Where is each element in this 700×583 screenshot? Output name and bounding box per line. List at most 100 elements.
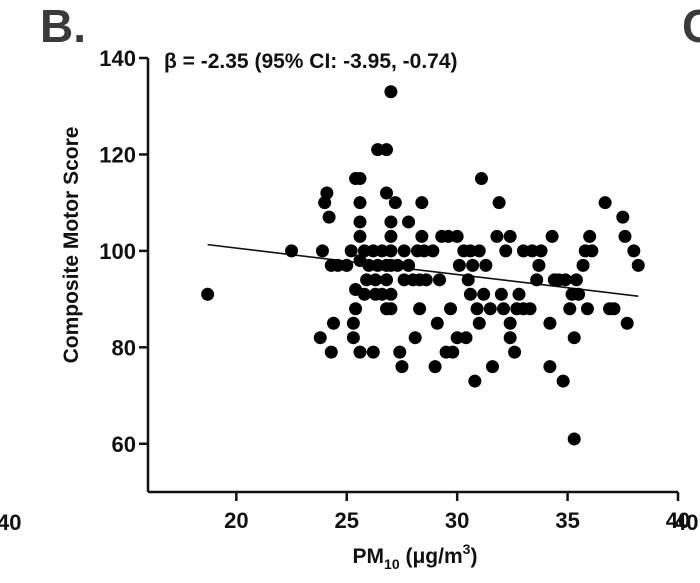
data-point [503, 316, 517, 330]
data-point [313, 331, 327, 345]
data-point [470, 302, 484, 316]
y-tick-label: 60 [112, 432, 136, 457]
data-point [508, 345, 522, 359]
y-tick-label: 80 [112, 335, 136, 360]
data-point [620, 316, 634, 330]
data-point [494, 287, 508, 301]
y-tick-label: 140 [99, 46, 136, 71]
data-point [344, 244, 358, 258]
x-tick-label: 20 [224, 508, 248, 533]
data-point [580, 302, 594, 316]
data-point [397, 244, 411, 258]
data-point [201, 287, 215, 301]
x-axis-title-close: ) [470, 545, 477, 568]
data-point [393, 345, 407, 359]
data-point [627, 244, 641, 258]
data-point [428, 360, 442, 374]
data-point [512, 287, 526, 301]
data-point [483, 302, 497, 316]
data-point [497, 302, 511, 316]
data-point [415, 229, 429, 243]
data-point [366, 345, 380, 359]
panel-label: B. [40, 0, 86, 52]
data-point [285, 244, 299, 258]
data-point [468, 374, 482, 388]
data-point [503, 229, 517, 243]
data-point [598, 196, 612, 210]
data-point [320, 186, 334, 200]
data-point [430, 316, 444, 330]
data-point [479, 258, 493, 272]
data-point [474, 172, 488, 186]
data-point [585, 244, 599, 258]
data-point [391, 258, 405, 272]
data-point [567, 331, 581, 345]
x-axis-title-main: PM [353, 545, 385, 568]
data-point [572, 287, 586, 301]
data-point [415, 196, 429, 210]
data-point [616, 210, 630, 224]
data-point [395, 360, 409, 374]
data-point [459, 331, 473, 345]
data-point [543, 316, 557, 330]
data-point [380, 143, 393, 157]
data-point [490, 229, 504, 243]
data-point [558, 273, 572, 287]
data-point [532, 258, 546, 272]
data-point [384, 229, 398, 243]
data-point [388, 196, 402, 210]
data-point [353, 215, 367, 229]
data-point [353, 196, 367, 210]
x-axis-title-subscript: 10 [384, 556, 400, 572]
data-point [556, 374, 570, 388]
data-point [452, 258, 466, 272]
data-point [444, 302, 458, 316]
data-point [380, 273, 393, 287]
data-point [353, 345, 367, 359]
x-tick-label: 25 [335, 508, 359, 533]
data-point [576, 258, 590, 272]
data-point [346, 316, 360, 330]
next-panel-x-tick-label: 40 [674, 510, 698, 535]
data-point [349, 302, 363, 316]
data-point [322, 210, 336, 224]
data-point [583, 229, 597, 243]
x-tick-label: 30 [445, 508, 469, 533]
regression-line [207, 243, 639, 298]
data-point [413, 302, 427, 316]
beta-annotation: β = -2.35 (95% CI: -3.95, -0.74) [164, 50, 458, 73]
data-point [631, 258, 645, 272]
data-point [534, 244, 548, 258]
x-axis-title-unit: (μg/m [400, 545, 463, 568]
data-point [384, 85, 398, 99]
x-axis-title-superscript: 3 [463, 541, 471, 557]
data-point [618, 229, 632, 243]
data-point [569, 273, 583, 287]
next-panel-label: C [682, 0, 700, 52]
data-point [472, 316, 486, 330]
y-axis-title: Composite Motor Score [60, 127, 83, 364]
data-point [384, 302, 398, 316]
data-point [384, 244, 398, 258]
data-point [346, 331, 360, 345]
data-point [563, 302, 577, 316]
data-point [368, 273, 382, 287]
data-point [486, 360, 499, 374]
prev-panel-x-tick-label: 40 [0, 510, 21, 535]
data-point [543, 360, 557, 374]
data-point [523, 302, 537, 316]
data-point [402, 258, 416, 272]
data-point [477, 287, 491, 301]
data-point [315, 244, 329, 258]
data-point [530, 273, 544, 287]
plot-area: 60 80 100 120 140 20 25 30 35 40 [99, 46, 690, 533]
x-tick-label: 40 [666, 508, 690, 533]
data-point [503, 331, 517, 345]
data-point [433, 273, 446, 287]
data-point [419, 273, 433, 287]
data-point [324, 345, 338, 359]
data-point [545, 229, 559, 243]
x-axis-title: PM10 (μg/m3) [353, 541, 478, 572]
data-point [384, 215, 398, 229]
